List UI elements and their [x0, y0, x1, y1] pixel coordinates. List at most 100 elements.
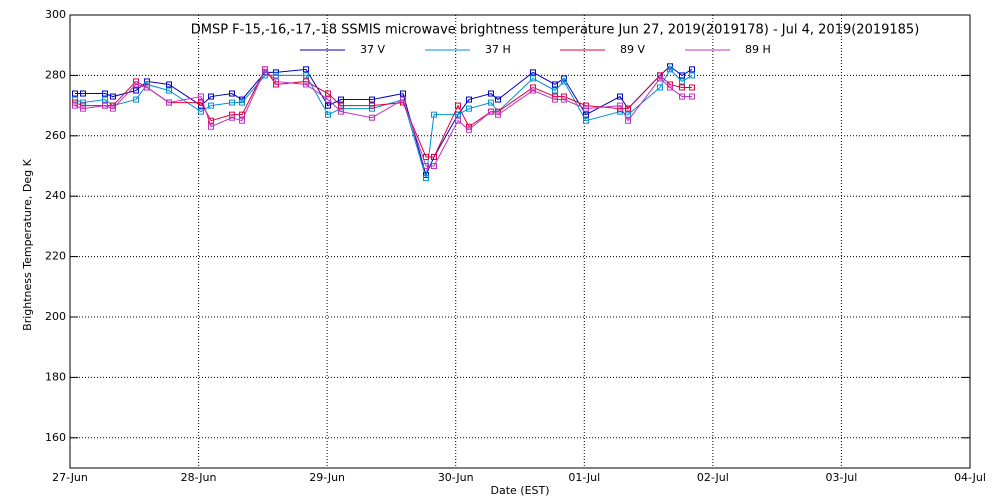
x-tick-label: 29-Jun	[309, 471, 345, 484]
x-tick-label: 28-Jun	[181, 471, 217, 484]
data-marker	[430, 163, 437, 169]
data-marker	[239, 99, 246, 106]
data-marker	[465, 105, 472, 112]
data-marker	[689, 93, 696, 100]
y-tick-label: 240	[45, 189, 66, 202]
data-marker	[144, 78, 151, 85]
data-marker	[487, 99, 494, 106]
data-marker	[430, 111, 437, 118]
data-marker	[423, 153, 430, 160]
data-marker	[667, 84, 674, 91]
legend-label: 89 H	[745, 43, 771, 56]
data-marker	[325, 96, 332, 103]
series-line	[75, 65, 693, 177]
x-tick-label: 30-Jun	[438, 471, 474, 484]
data-marker	[208, 93, 215, 100]
data-marker	[208, 123, 215, 130]
data-marker	[689, 72, 696, 79]
data-marker	[166, 81, 172, 88]
data-marker	[560, 93, 567, 100]
data-marker	[679, 84, 685, 91]
data-marker	[208, 102, 215, 109]
series-line	[74, 68, 693, 167]
data-marker	[617, 108, 624, 115]
y-tick-label: 280	[45, 68, 66, 81]
x-tick-label: 03-Jul	[825, 471, 857, 484]
data-marker	[229, 99, 235, 106]
data-marker	[101, 96, 108, 103]
legend-label: 37 H	[485, 43, 511, 56]
data-marker	[529, 87, 536, 94]
x-tick-label: 01-Jul	[568, 471, 600, 484]
data-marker	[657, 75, 664, 82]
data-marker	[657, 84, 664, 91]
data-marker	[529, 69, 536, 76]
data-marker	[325, 111, 332, 118]
x-tick-label: 27-Jun	[52, 471, 88, 484]
data-marker	[303, 66, 310, 73]
data-marker	[239, 117, 246, 124]
data-marker	[272, 78, 279, 85]
data-marker	[72, 102, 79, 109]
y-tick-label: 220	[45, 250, 66, 263]
data-marker	[325, 102, 332, 109]
data-marker	[430, 153, 437, 160]
data-marker	[465, 126, 472, 133]
y-tick-label: 160	[45, 431, 66, 444]
data-marker	[369, 114, 376, 121]
data-marker	[625, 117, 631, 124]
data-marker	[465, 96, 472, 103]
data-marker	[338, 102, 345, 109]
data-marker	[229, 90, 235, 97]
data-marker	[400, 96, 406, 103]
data-marker	[272, 72, 279, 79]
data-marker	[423, 163, 430, 169]
data-marker	[72, 99, 79, 106]
data-marker	[582, 105, 589, 112]
data-marker	[679, 72, 685, 79]
legend-label: 37 V	[360, 43, 385, 56]
data-marker	[617, 93, 624, 100]
data-marker	[109, 93, 116, 100]
data-marker	[689, 66, 696, 73]
data-marker	[132, 78, 139, 85]
data-marker	[79, 105, 86, 112]
data-marker	[272, 69, 279, 76]
data-marker	[625, 111, 631, 118]
legend-label: 89 V	[620, 43, 645, 56]
data-marker	[582, 111, 589, 118]
data-marker	[617, 102, 624, 109]
data-marker	[369, 105, 376, 112]
data-marker	[369, 96, 376, 103]
data-marker	[551, 87, 558, 94]
data-marker	[625, 105, 631, 112]
y-tick-label: 180	[45, 370, 66, 383]
series-line	[74, 68, 693, 179]
y-tick-label: 260	[45, 129, 66, 142]
data-marker	[72, 90, 79, 97]
data-marker	[262, 66, 269, 73]
y-tick-label: 200	[45, 310, 66, 323]
data-marker	[132, 96, 139, 103]
data-marker	[72, 96, 79, 103]
data-marker	[529, 75, 536, 82]
data-marker	[272, 81, 279, 88]
data-marker	[198, 108, 205, 115]
data-marker	[455, 111, 462, 118]
data-marker	[679, 93, 685, 100]
data-marker	[198, 93, 205, 100]
data-marker	[166, 99, 172, 106]
data-marker	[455, 117, 462, 124]
data-marker	[303, 81, 310, 88]
data-marker	[338, 96, 345, 103]
data-marker	[560, 78, 567, 85]
data-marker	[109, 105, 116, 112]
data-marker	[423, 175, 430, 182]
x-axis-label: Date (EST)	[490, 484, 549, 497]
data-marker	[495, 96, 502, 103]
data-marker	[689, 84, 696, 91]
data-marker	[101, 102, 108, 109]
data-marker	[455, 102, 462, 109]
data-marker	[166, 87, 172, 94]
data-marker	[400, 90, 406, 97]
